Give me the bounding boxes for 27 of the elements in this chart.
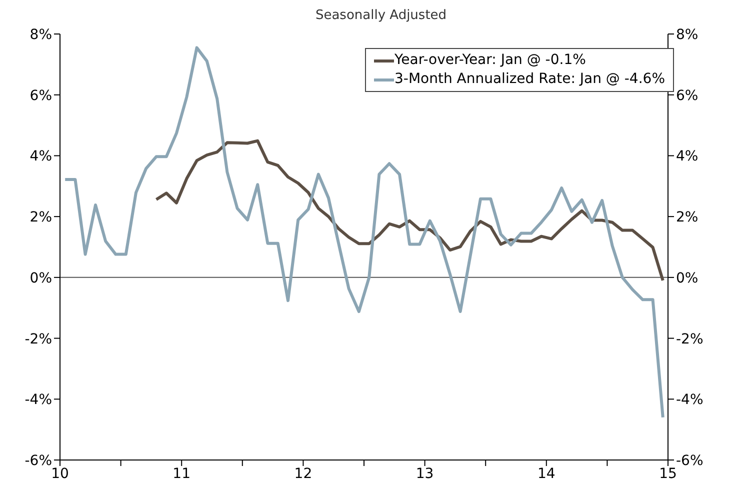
y2-tick-label: 4% [676, 148, 698, 165]
y-tick-label: -2% [24, 331, 52, 348]
x-tick-label: 10 [51, 466, 69, 482]
x-tick-label: 11 [172, 466, 191, 482]
line-series [64, 46, 664, 419]
y-tick-label: -6% [24, 452, 52, 469]
y-tick-label: 4% [30, 148, 52, 165]
x-tick-label: 12 [294, 466, 312, 482]
legend-label: Year-over-Year: Jan @ -0.1% [394, 51, 586, 70]
x-tick-label: 15 [659, 466, 677, 482]
x-tick-label: 13 [416, 466, 434, 482]
y-tick-label: -4% [24, 392, 52, 408]
y-tick-label: 2% [30, 210, 52, 226]
x-tick-label: 14 [537, 466, 556, 482]
y2-tick-label: -4% [676, 392, 704, 408]
y-tick-label: 0% [30, 270, 52, 286]
y2-tick-label: 2% [676, 210, 698, 226]
y2-tick-label: 6% [676, 88, 698, 104]
y-tick-label: 8% [30, 26, 52, 43]
line-series [154, 139, 664, 282]
y2-tick-label: -2% [676, 331, 704, 348]
legend-label: 3-Month Annualized Rate: Jan @ -4.6% [394, 70, 665, 89]
chart-subtitle: Seasonally Adjusted [314, 8, 448, 24]
y2-tick-label: 8% [676, 26, 698, 43]
y-tick-label: 6% [30, 88, 52, 104]
y2-tick-label: -6% [676, 452, 704, 469]
y2-tick-label: 0% [676, 270, 698, 286]
